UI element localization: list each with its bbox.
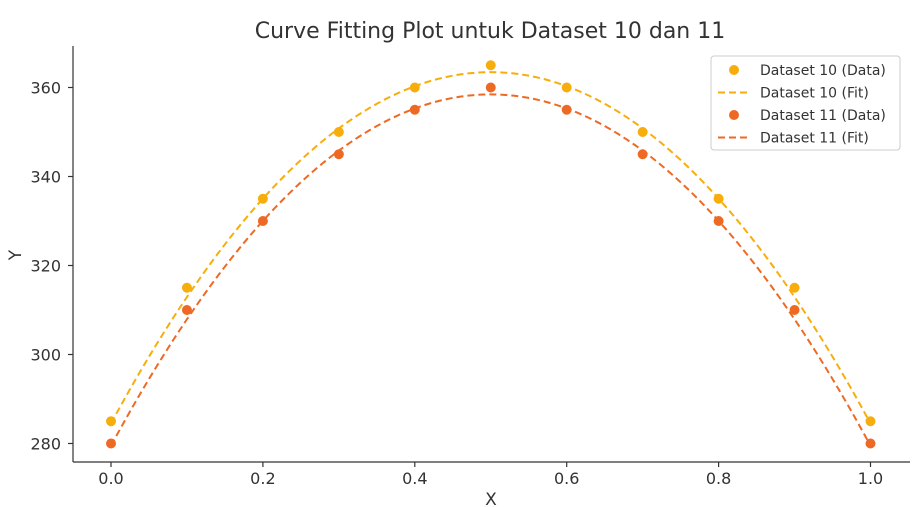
- data-point-series-2: [181, 305, 192, 315]
- legend-label: Dataset 10 (Data): [760, 63, 886, 79]
- data-point-series-2: [561, 104, 572, 115]
- legend-label: Dataset 11 (Fit): [760, 131, 869, 147]
- data-point-series-0: [561, 82, 572, 93]
- data-point-series-0: [637, 127, 648, 137]
- x-axis-label: X: [485, 490, 497, 507]
- data-point-series-2: [257, 216, 268, 226]
- y-tick-label: 340: [30, 168, 61, 187]
- y-tick-label: 320: [30, 257, 61, 276]
- legend-box: [710, 55, 901, 151]
- x-tick-label: 0.2: [250, 469, 275, 488]
- legend: Dataset 10 (Data) Dataset 10 (Fit) Dataset…: [710, 55, 901, 151]
- y-ticks: 280 300 320 340 360: [30, 79, 73, 454]
- fit-line-series-1: [110, 71, 872, 424]
- x-ticks: 0.0 0.2 0.4 0.6 0.8 1.0: [98, 462, 883, 488]
- data-point-series-2: [713, 216, 724, 226]
- x-tick-label: 0.0: [98, 469, 123, 488]
- x-tick-label: 0.4: [402, 469, 427, 488]
- legend-label: Dataset 11 (Data): [760, 108, 886, 124]
- data-point-series-0: [257, 193, 268, 204]
- data-point-series-0: [789, 282, 800, 293]
- legend-marker: [729, 110, 739, 120]
- legend-label: Dataset 10 (Fit): [760, 86, 869, 102]
- y-tick-label: 280: [30, 435, 61, 454]
- x-tick-label: 0.8: [706, 469, 731, 488]
- x-tick-label: 0.6: [554, 469, 579, 488]
- data-point-series-2: [485, 82, 496, 93]
- data-point-series-0: [713, 193, 724, 204]
- data-point-series-0: [333, 127, 344, 137]
- legend-marker: [729, 65, 739, 75]
- x-tick-label: 1.0: [858, 469, 883, 488]
- data-point-series-0: [181, 282, 192, 293]
- data-point-series-2: [106, 438, 116, 449]
- plot-area: [106, 60, 876, 449]
- y-tick-label: 360: [30, 79, 61, 98]
- data-point-series-0: [865, 416, 876, 427]
- chart-title: Curve Fitting Plot untuk Dataset 10 dan …: [255, 19, 726, 44]
- data-point-series-2: [333, 149, 344, 160]
- data-point-series-2: [409, 104, 420, 115]
- data-point-series-0: [485, 60, 496, 71]
- fit-line-series-3: [110, 93, 872, 447]
- data-point-series-2: [865, 438, 876, 449]
- y-axis-label: Y: [6, 249, 26, 261]
- data-point-series-0: [409, 82, 420, 93]
- data-point-series-0: [106, 416, 116, 427]
- y-tick-label: 300: [30, 346, 61, 365]
- data-point-series-2: [637, 149, 648, 160]
- data-point-series-2: [789, 305, 800, 315]
